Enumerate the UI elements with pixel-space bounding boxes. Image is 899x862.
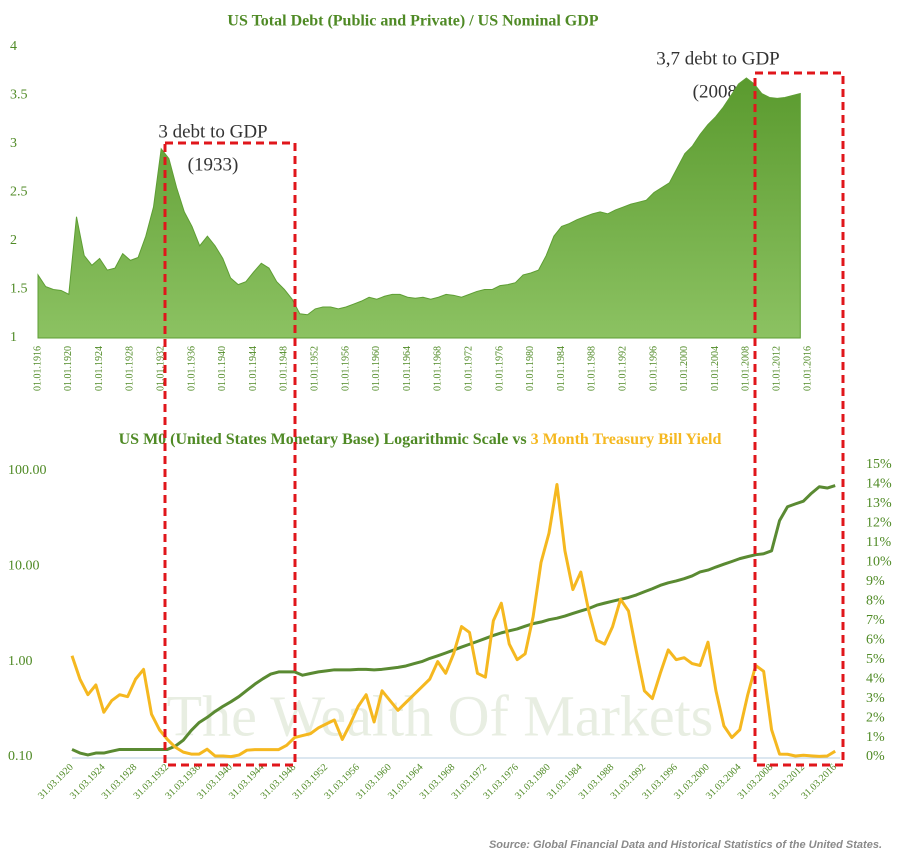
y-tick-label: 1.5 [10,282,28,297]
x-tick-label: 01.01.2012 [771,346,782,391]
annotation: 3 debt to GDP [158,121,267,142]
y-tick-label: 0.10 [8,749,33,764]
x-tick-label: 01.01.1996 [648,346,659,391]
x-tick-label: 01.01.1984 [556,346,567,391]
x-tick-label: 01.01.1980 [525,346,536,391]
x-tick-label: 01.01.1940 [217,346,228,391]
y2-tick-label: 9% [866,574,885,589]
x-tick-label: 01.01.1920 [63,346,74,391]
y2-tick-label: 1% [866,730,885,745]
area [37,77,801,339]
y2-tick-label: 10% [866,555,892,570]
title-part: 3 Month Treasury Bill Yield [531,431,722,448]
y2-tick-label: 4% [866,671,885,686]
y2-tick-label: 5% [866,652,885,667]
y2-tick-label: 3% [866,691,885,706]
chart-title: US Total Debt (Public and Private) / US … [227,13,598,30]
annotation: 3,7 debt to GDP [656,48,780,69]
y2-tick-label: 13% [866,496,892,511]
line [70,482,836,759]
x-tick-label: 01.01.1932 [155,346,166,391]
y2-tick-label: 2% [866,710,885,725]
x-tick-label: 01.01.1948 [279,346,290,391]
x-tick-label: 01.01.1928 [125,346,136,391]
x-tick-label: 01.01.1972 [463,346,474,391]
source: Source: Global Financial Data and Histor… [489,839,882,851]
y2-tick-label: 6% [866,632,885,647]
annotation: (1933) [188,154,239,175]
x-tick-label: 01.01.1992 [617,346,628,391]
highlight-box [163,141,297,767]
x-tick-label: 01.01.1964 [402,346,413,391]
x-tick-label: 01.01.2008 [741,346,752,391]
x-tick-label: 01.01.1988 [587,346,598,391]
y2-tick-label: 0% [866,749,885,764]
title-part: US M0 (United States Monetary Base) Loga… [119,431,527,448]
x-tick-label: 01.01.1952 [309,346,320,391]
x-tick-label: 01.01.2004 [710,346,721,391]
y-tick-label: 3 [10,136,17,151]
y2-tick-label: 14% [866,477,892,492]
y-tick-label: 100.00 [8,463,47,478]
watermark: The Wealth Of Markets [167,683,714,748]
y-tick-label: 1 [10,330,17,345]
x-tick-label: 01.01.2000 [679,346,690,391]
x-tick-label: 01.01.1916 [32,346,43,391]
y2-tick-label: 11% [866,535,891,550]
y-tick-label: 4 [10,39,17,54]
x-tick-label: 01.01.1976 [494,346,505,391]
y-tick-label: 2.5 [10,185,28,200]
chart-title: US M0 (United States Monetary Base) Loga… [119,431,722,448]
y2-tick-label: 12% [866,516,892,531]
y-tick-label: 3.5 [10,88,28,103]
x-tick-label: 01.01.1924 [94,346,105,391]
x-tick-label: 01.01.2016 [802,346,813,391]
x-tick-label: 01.01.1956 [340,346,351,391]
y2-tick-label: 7% [866,613,885,628]
x-tick-label: 01.01.1944 [248,346,259,391]
x-tick-label: 01.01.1968 [433,346,444,391]
x-tick-label: 01.01.1960 [371,346,382,391]
y-tick-label: 1.00 [8,654,33,669]
highlight-box [753,71,845,767]
y-tick-label: 2 [10,233,17,248]
y2-tick-label: 15% [866,457,892,472]
y-tick-label: 10.00 [8,558,40,573]
x-tick-label: 01.01.1936 [186,346,197,391]
y2-tick-label: 8% [866,593,885,608]
